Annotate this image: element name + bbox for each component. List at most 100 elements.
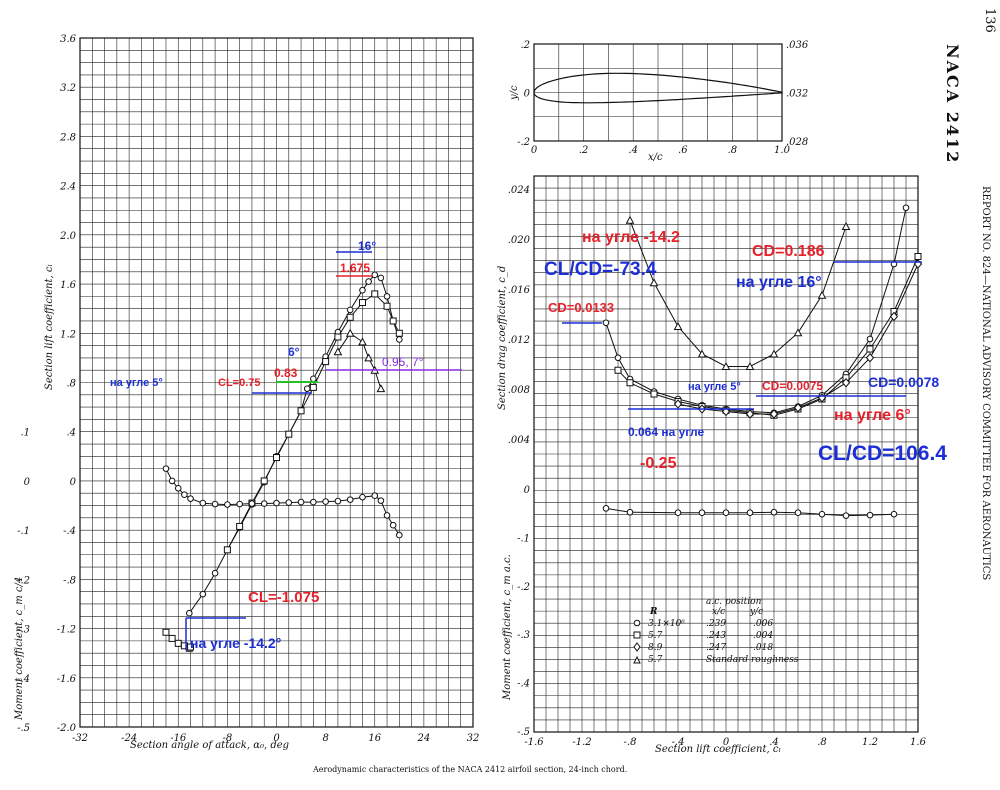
moment-series-point [297,498,305,506]
airfoil-title: NACA 2412 [943,44,962,164]
x-tick-label: 24 [417,733,431,744]
legend-header-r: R [649,607,658,617]
drag-series-point [697,349,707,358]
y-tick-label: 1.6 [60,280,77,291]
drag-series-point [769,409,779,419]
annotation-angle-142: на угле -14.2° [190,635,281,651]
drag-tick-label: .016 [508,285,531,296]
lift-series-point [333,347,343,356]
x-tick-label: 0 [723,737,730,748]
x-tick-label: 1.6 [910,737,927,748]
drag-series-point [673,321,683,330]
drag-series-point [649,278,659,287]
moment-series-point [181,491,188,499]
legend-r: 5.7 [648,655,663,665]
legend-xc: .243 [706,631,726,641]
y-tick-label: 2.8 [59,132,76,143]
moment_lower-series-point [162,628,170,636]
page-number: 136 [982,8,997,33]
x-tick-label: 8 [322,733,328,744]
moment-series-point [211,500,219,508]
legend-yc: -.018 [750,643,773,653]
annotation-1675: 1.675 [340,261,370,275]
lift-series-point [199,590,207,598]
annotation-neg025: -0.25 [640,455,677,472]
drag-series-point [650,390,658,398]
moment-tick-label: -.5 [517,727,530,738]
lift-series-point [297,407,305,415]
moment-series-point [174,485,182,492]
drag-series-point [614,366,622,374]
lift-series-point [186,609,193,617]
moment-tick-label: .1 [20,428,30,439]
moment-series-point [273,499,280,507]
annotation-angle5: на угле 5° [688,381,741,393]
legend-header-pos: a.c. position [706,597,762,607]
legend-rows: 3.1×10⁶ .239 -.006 5.7 .243 -.004 8.9 .2… [633,619,799,665]
y-tick-label: 3.6 [60,34,77,45]
annotation-angle16: на угле 16° [736,274,822,291]
drag-series-point [889,311,899,322]
airfoil-right-tick: .028 [786,137,808,148]
moment-series-point [722,509,730,517]
drag-chart-xlabel: Section lift coefficient, cₗ [655,744,781,755]
x-tick-label: 32 [467,733,480,744]
moment-series-point [310,498,317,506]
moment-series-point [698,509,706,517]
lift-series-line [226,293,400,551]
moment-series-point [383,512,391,519]
y-tick-label: -2.0 [57,723,77,734]
y-tick-label: -1.6 [57,674,77,685]
drag-series-point [614,354,622,362]
drag-chart-ylabel: Section drag coefficient, c_d [497,266,508,410]
airfoil-x-tick: 1.0 [774,145,791,156]
y-tick-label: -.8 [63,575,76,586]
y-tick-label: 2.4 [59,182,76,193]
y-tick-label: .8 [66,379,76,390]
airfoil-ticks: 0.2.4.6.8 1.0.20-.2.036.032.028 [517,40,809,156]
x-tick-label: -24 [121,733,137,744]
drag-tick-label: .024 [508,185,530,196]
x-tick-label: -.8 [624,737,637,748]
moment-tick-label: -.3 [17,625,30,636]
drag-series-point [793,402,803,413]
airfoil-xlabel: x/c [648,152,663,163]
lift-series-point [396,336,403,343]
drag-series-point [769,349,779,358]
x-tick-label: -16 [170,733,187,744]
x-tick-label: .4 [769,737,779,748]
lift-series-point [346,306,354,314]
lift-series-point [309,383,317,391]
annotation-cd00133: CD=0.0133 [548,300,614,315]
legend-r: 5.7 [648,631,663,641]
legend-marker-circle [633,619,641,627]
airfoil-x-tick: .6 [678,145,688,156]
lift-series-point [371,290,379,298]
moment_lower-series-point [168,634,176,642]
figure-caption: Aerodynamic characteristics of the NACA … [312,765,627,774]
moment-series-point [770,508,778,516]
x-tick-label: -1.2 [572,737,591,748]
annotation-cd0186: CD=0.186 [752,243,825,260]
moment-series-point [346,496,354,503]
y-tick-label: -1.2 [57,625,76,636]
x-tick-label: -32 [72,733,88,744]
annotation-clcd-neg: CL/CD=-73.4 [544,259,657,280]
y-tick-label: 3.2 [60,83,76,94]
moment-tick-label: -.1 [17,526,30,537]
annotation-angle-142: на угле -14.2 [582,229,680,246]
annotation-cl075: CL=0.75 [218,377,261,389]
annotation-angle5: на угле 5° [110,377,163,389]
lift-chart-frame [79,37,474,728]
moment-series-point [285,499,293,506]
moment-tick-label: -.2 [517,582,530,593]
moment_lower-series-point [174,639,182,647]
moment-series-point [377,497,385,504]
airfoil-x-tick: 0 [531,145,538,156]
annotation-6deg: 6° [288,345,300,359]
legend-row: 5.7 Standard roughness [633,655,799,665]
lift-series-point [364,353,373,362]
lift-series-point [346,313,354,321]
lift-chart-grid [80,38,473,727]
